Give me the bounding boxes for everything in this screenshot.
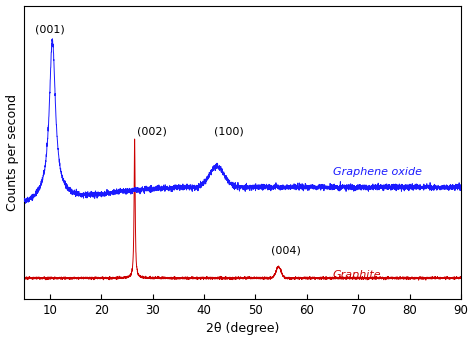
Text: (001): (001)	[35, 25, 64, 35]
Text: (002): (002)	[137, 127, 167, 137]
Text: Graphite: Graphite	[332, 270, 381, 280]
Text: (100): (100)	[214, 127, 244, 137]
X-axis label: 2θ (degree): 2θ (degree)	[206, 323, 279, 336]
Text: (004): (004)	[271, 246, 301, 256]
Text: Graphene oxide: Graphene oxide	[332, 167, 421, 177]
Y-axis label: Counts per second: Counts per second	[6, 94, 18, 211]
